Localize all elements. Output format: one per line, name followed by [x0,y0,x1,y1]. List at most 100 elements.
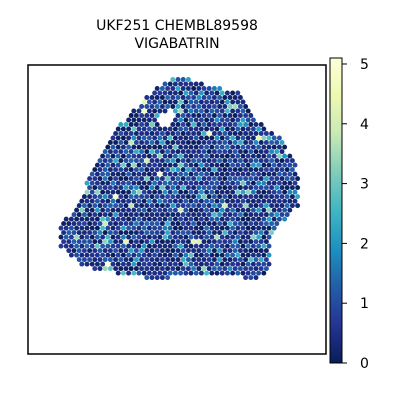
spot [159,257,165,263]
spot [235,135,241,141]
spot [269,140,275,145]
spot [165,104,171,109]
colorbar-tick-label: 5 [360,57,369,73]
spot [196,140,202,145]
spot [230,90,236,96]
spot [128,158,134,164]
spot [92,203,98,209]
spot [193,171,199,177]
spot [178,153,184,159]
spot [136,108,142,114]
spot [206,131,212,136]
spot [149,122,155,127]
spot [261,216,267,222]
spot [178,144,184,150]
spot [214,180,220,186]
spot [141,243,147,249]
spot [243,203,249,209]
spot [224,270,230,276]
spot [133,113,139,118]
spot [149,113,155,118]
spot [128,266,134,272]
spot [292,171,298,177]
spot [232,185,238,191]
spot [276,216,282,222]
spot [167,189,173,195]
spot [188,252,194,258]
spot [170,194,176,200]
spot [167,153,173,159]
spot [240,153,246,159]
spot [198,126,204,132]
spot [266,180,272,186]
spot [196,221,202,227]
spot [126,117,132,123]
spot [191,203,197,209]
spot [253,230,259,236]
spot [222,248,228,254]
spot [115,180,121,186]
spot [146,252,152,258]
spot [152,243,158,249]
spot [100,252,106,258]
spot [126,252,132,258]
spot [193,162,199,168]
spot [219,216,225,222]
spot [162,90,168,96]
spot [144,167,150,173]
spot [81,194,87,200]
spot [66,221,72,227]
spot [152,261,158,267]
spot [126,126,132,132]
spot [214,225,220,231]
spot [167,198,173,204]
spot [162,207,168,213]
spot [250,153,256,159]
spot [105,234,111,240]
spot [144,122,150,127]
spot [175,113,181,118]
spot [188,108,194,114]
spot [79,207,85,213]
spot [131,153,137,159]
spot [159,86,165,91]
spot [183,189,189,195]
spot [196,104,202,109]
spot [235,99,241,105]
spot [237,212,243,218]
spot [84,180,90,186]
spot [165,203,171,209]
spot [217,221,223,227]
spot [123,257,129,263]
spot [154,131,160,136]
spot [115,126,121,132]
spot [250,144,256,150]
spot [237,131,243,136]
spot [146,189,152,195]
spot [245,126,251,132]
spot [237,257,243,263]
spot [214,117,220,123]
spot [141,207,147,213]
spot [261,180,267,186]
spot [185,149,191,155]
spot [113,203,119,209]
spot [154,113,160,118]
chart-title-line-1: UKF251 CHEMBL89598 [96,18,258,34]
spot [76,239,82,245]
spot [167,225,173,231]
spot [113,158,119,164]
spot [149,194,155,200]
spot [271,216,277,222]
spot [74,234,80,240]
spot [248,113,254,118]
spot [201,248,207,254]
spot [175,266,181,272]
spot [183,81,189,87]
spot [180,221,186,227]
spot [217,248,223,254]
spot [204,225,210,231]
spot [282,198,288,204]
spot [167,126,173,132]
spot [209,144,215,150]
